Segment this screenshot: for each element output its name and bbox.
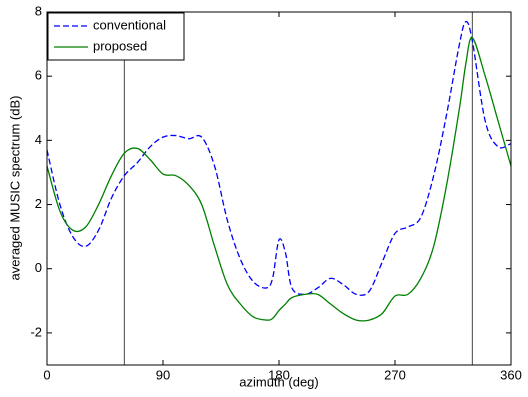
y-axis-label: averaged MUSIC spectrum (dB)	[7, 96, 22, 281]
plot-frame	[46, 11, 512, 366]
legend-box	[47, 12, 185, 61]
y-tick-label: 0	[35, 260, 42, 275]
legend-label: proposed	[93, 38, 147, 53]
series-line	[46, 37, 512, 322]
y-tick-label: -2	[30, 324, 42, 339]
series-line	[46, 20, 512, 296]
x-tick-label: 270	[384, 367, 406, 382]
x-tick-label: 360	[500, 367, 522, 382]
x-axis-label: azimuth (deg)	[239, 374, 318, 389]
x-tick-label: 180	[268, 367, 290, 382]
y-tick-label: 6	[35, 68, 42, 83]
x-tick-label: 90	[156, 367, 170, 382]
legend-label: conventional	[93, 17, 166, 32]
y-tick-label: 8	[35, 3, 42, 18]
y-tick-label: 2	[35, 196, 42, 211]
x-tick-label: 0	[43, 367, 50, 382]
y-tick-label: 4	[35, 132, 42, 147]
